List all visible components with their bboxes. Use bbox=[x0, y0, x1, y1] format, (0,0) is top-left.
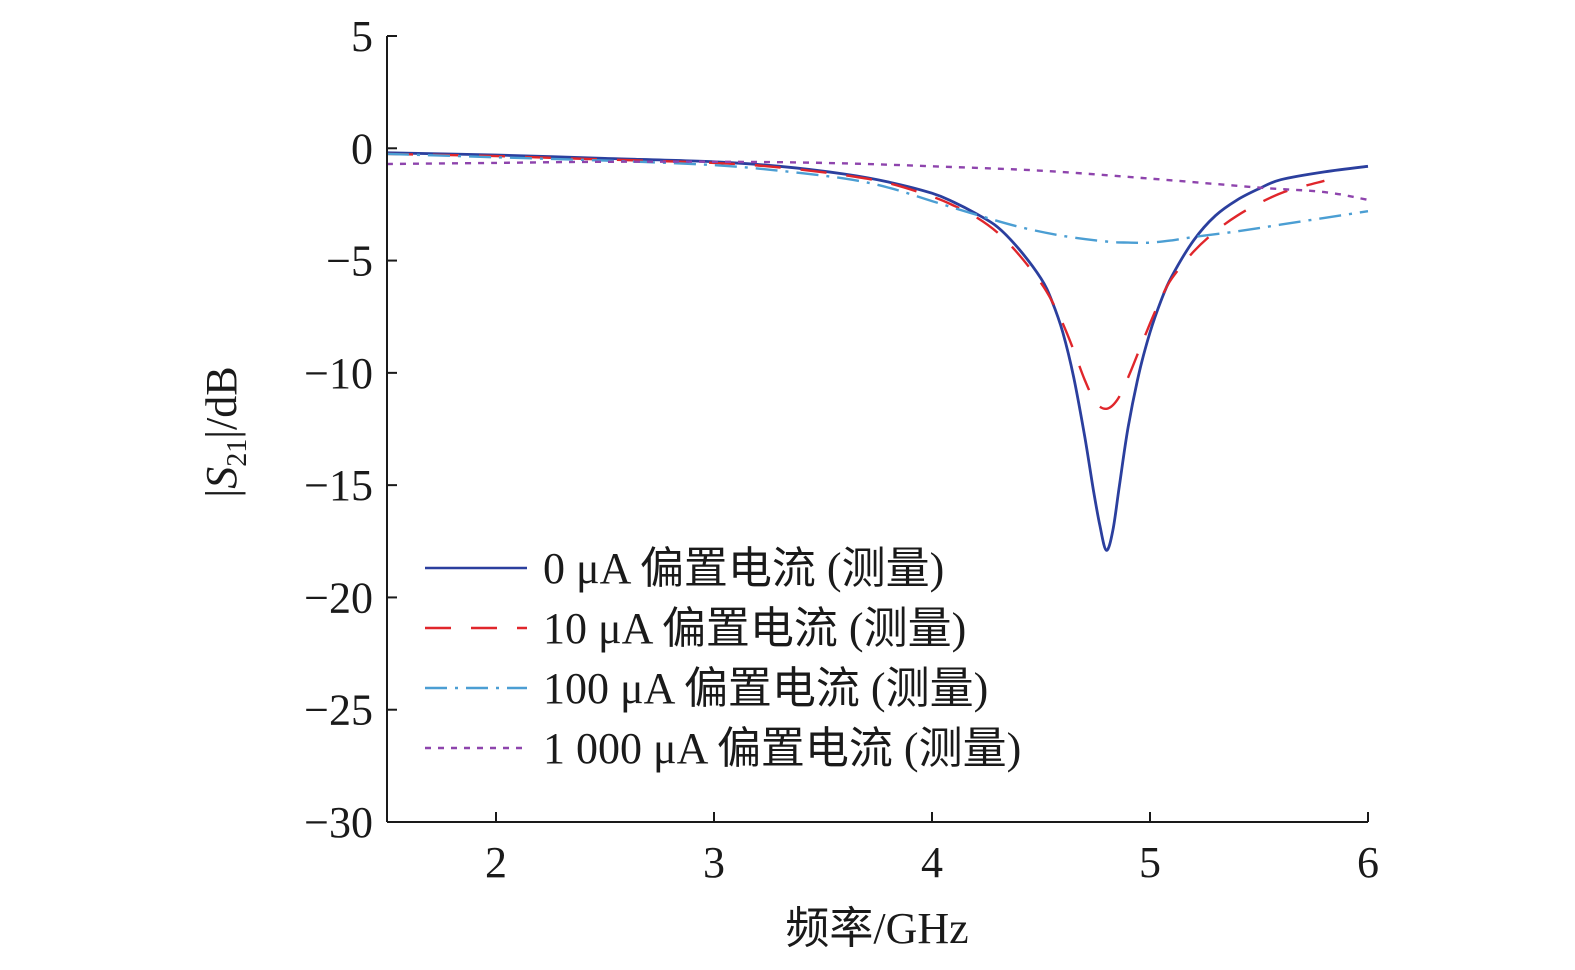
y-tick-label: 0 bbox=[351, 124, 373, 173]
x-ticks: 2 3 4 5 6 bbox=[485, 812, 1379, 887]
y-axis-title-subscript: 21 bbox=[222, 439, 253, 467]
x-tick-label: 5 bbox=[1139, 838, 1161, 887]
y-axis-title: |S21|/dB bbox=[197, 366, 253, 497]
legend-label-1: 10 μA 偏置电流 (测量) bbox=[543, 604, 966, 653]
x-tick-label: 6 bbox=[1357, 838, 1379, 887]
axes bbox=[386, 36, 1368, 823]
y-tick-label: −15 bbox=[304, 461, 373, 510]
series-line-2 bbox=[386, 152, 1369, 245]
series-line-1 bbox=[386, 152, 1325, 411]
y-tick-label: −10 bbox=[304, 349, 373, 398]
legend-label-0: 0 μA 偏置电流 (测量) bbox=[543, 544, 944, 593]
y-tick-label: −30 bbox=[304, 798, 373, 847]
y-axis-title-post: |/dB bbox=[197, 366, 246, 438]
legend-label-2: 100 μA 偏置电流 (测量) bbox=[543, 664, 988, 713]
legend: 0 μA 偏置电流 (测量) 10 μA 偏置电流 (测量) 100 μA 偏置… bbox=[425, 544, 1021, 773]
x-axis-title: 频率/GHz bbox=[785, 904, 968, 953]
x-tick-label: 4 bbox=[921, 838, 943, 887]
x-tick-label: 2 bbox=[485, 838, 507, 887]
plot-series-group bbox=[386, 151, 1369, 552]
series-line-0 bbox=[386, 151, 1369, 552]
y-tick-label: 5 bbox=[351, 12, 373, 61]
y-tick-label: −25 bbox=[304, 686, 373, 735]
series-line-3 bbox=[386, 160, 1369, 202]
legend-label-3: 1 000 μA 偏置电流 (测量) bbox=[543, 724, 1021, 773]
y-tick-label: −5 bbox=[326, 237, 373, 286]
y-axis-title-pre: | bbox=[197, 489, 246, 498]
x-tick-label: 3 bbox=[703, 838, 725, 887]
y-axis-title-symbol: S bbox=[197, 467, 246, 489]
y-tick-label: −20 bbox=[304, 573, 373, 622]
y-ticks: 5 0 −5 −10 −15 −20 −25 −30 bbox=[304, 12, 397, 847]
